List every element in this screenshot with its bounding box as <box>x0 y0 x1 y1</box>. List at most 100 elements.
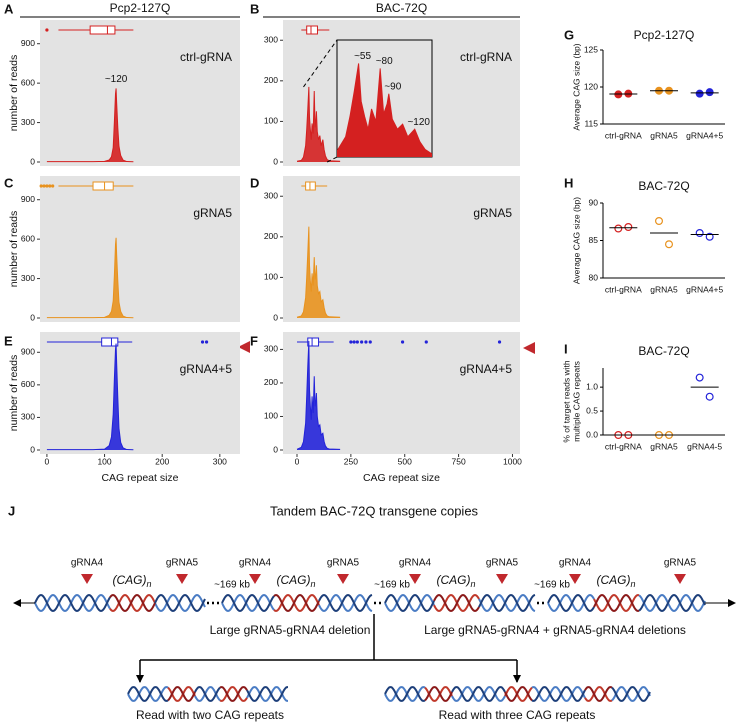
deletion-label: Large gRNA5-gRNA4 + gRNA5-gRNA4 deletion… <box>424 623 686 637</box>
dna-strand <box>154 593 206 613</box>
dna-strand <box>221 593 275 613</box>
dna-strand <box>246 686 288 702</box>
x-tick-label: 100 <box>97 456 111 466</box>
data-point <box>705 232 714 241</box>
x-tick-label: ctrl-gRNA <box>605 130 642 140</box>
dna-strand <box>167 686 196 702</box>
y-tick-label: 90 <box>589 197 599 207</box>
y-tick-label: 200 <box>264 75 278 85</box>
read-label: Read with two CAG repeats <box>136 708 284 722</box>
y-axis-title: Average CAG size (bp) <box>571 43 581 130</box>
data-point <box>624 223 633 232</box>
area-fill <box>46 237 134 318</box>
cag-subscript: n <box>310 579 315 589</box>
y-tick-label: 600 <box>21 379 35 389</box>
x-tick-label: 1000 <box>503 456 522 466</box>
box-outlier <box>368 340 372 344</box>
condition-label: ctrl-gRNA <box>180 50 232 64</box>
guide-label: gRNA4 <box>559 558 592 569</box>
cag-subscript: n <box>146 579 151 589</box>
y-tick-label: 200 <box>264 377 278 387</box>
cag-text: (CAG) <box>596 573 630 587</box>
chart-title: Pcp2-127Q <box>634 28 695 42</box>
panel-label: I <box>564 341 568 356</box>
dna-strand <box>584 686 613 702</box>
dna-strand <box>318 593 373 613</box>
dna-strand <box>611 686 651 702</box>
cag-text: (CAG) <box>436 573 470 587</box>
box-outlier <box>400 340 405 344</box>
dna-strand <box>547 593 595 613</box>
inset-line <box>337 63 432 155</box>
box-outlier <box>200 340 205 344</box>
dna-strand <box>478 593 536 613</box>
y-tick-label: 100 <box>264 116 278 126</box>
box-outlier <box>204 340 209 344</box>
y-tick-label: 120 <box>584 81 598 91</box>
box-outlier <box>364 340 368 344</box>
guide-marker <box>337 574 349 584</box>
y-tick-label: 300 <box>264 344 278 354</box>
highlight-arrow <box>523 342 535 354</box>
area-fill <box>46 343 134 450</box>
dna-strand <box>531 686 586 702</box>
x-tick-label: ctrl-gRNA <box>605 284 642 294</box>
dna-strand <box>246 686 288 702</box>
cag-subscript: n <box>470 579 475 589</box>
y-tick-label: 600 <box>21 77 35 87</box>
cag-subscript: n <box>630 579 635 589</box>
dna-strand <box>154 593 206 613</box>
guide-marker <box>674 574 686 584</box>
guide-label: gRNA4 <box>239 558 272 569</box>
x-tick-label: 750 <box>452 456 466 466</box>
diagram-title: Tandem BAC-72Q transgene copies <box>270 503 479 518</box>
box-outlier <box>360 340 364 344</box>
read-label: Read with three CAG repeats <box>439 708 596 722</box>
dna-strand <box>424 686 453 702</box>
box-outlier <box>424 340 428 344</box>
data-point <box>695 89 704 98</box>
y-tick-label: 80 <box>589 272 599 282</box>
y-tick-label: 200 <box>264 231 278 241</box>
y-tick-label: 0 <box>30 444 35 454</box>
area-fill <box>297 226 341 318</box>
y-axis-title: % of target reads with <box>561 360 571 442</box>
x-tick-label: 0 <box>45 456 50 466</box>
plot-background <box>40 20 240 166</box>
dna-strand <box>547 593 595 613</box>
x-tick-label: gRNA5 <box>650 284 678 294</box>
guide-label: gRNA4 <box>71 558 104 569</box>
y-tick-label: 125 <box>584 44 598 54</box>
y-tick-label: 115 <box>584 118 598 128</box>
condition-label: gRNA5 <box>193 206 232 220</box>
x-tick-label: 200 <box>155 456 169 466</box>
box-outlier <box>48 184 52 188</box>
panel-label: E <box>4 333 13 348</box>
dna-strand <box>221 593 275 613</box>
y-tick-label: 300 <box>21 117 35 127</box>
guide-label: gRNA5 <box>486 558 519 569</box>
dna-strand <box>584 686 613 702</box>
condition-label: gRNA4+5 <box>460 362 513 376</box>
y-tick-label: 0 <box>273 444 278 454</box>
x-tick-label: gRNA4+5 <box>686 130 723 140</box>
dna-strand <box>273 593 320 613</box>
y-tick-label: 100 <box>264 272 278 282</box>
dna-strand <box>127 686 169 702</box>
box-outlier <box>349 340 353 344</box>
y-tick-label: 0 <box>30 312 35 322</box>
area-fill <box>297 86 341 162</box>
spacer-label: ~169 kb <box>534 580 570 591</box>
data-point <box>705 88 714 97</box>
inset-fill <box>337 63 432 157</box>
highlight-arrow <box>238 341 250 353</box>
y-tick-label: 900 <box>21 347 35 357</box>
y-tick-label: 85 <box>589 235 599 245</box>
x-tick-label: 250 <box>344 456 358 466</box>
dna-strand <box>451 686 506 702</box>
y-tick-label: 300 <box>264 34 278 44</box>
panel-title: BAC-72Q <box>376 1 427 15</box>
y-axis-title: number of reads <box>8 211 20 287</box>
peak-annotation: ~120 <box>105 74 128 85</box>
